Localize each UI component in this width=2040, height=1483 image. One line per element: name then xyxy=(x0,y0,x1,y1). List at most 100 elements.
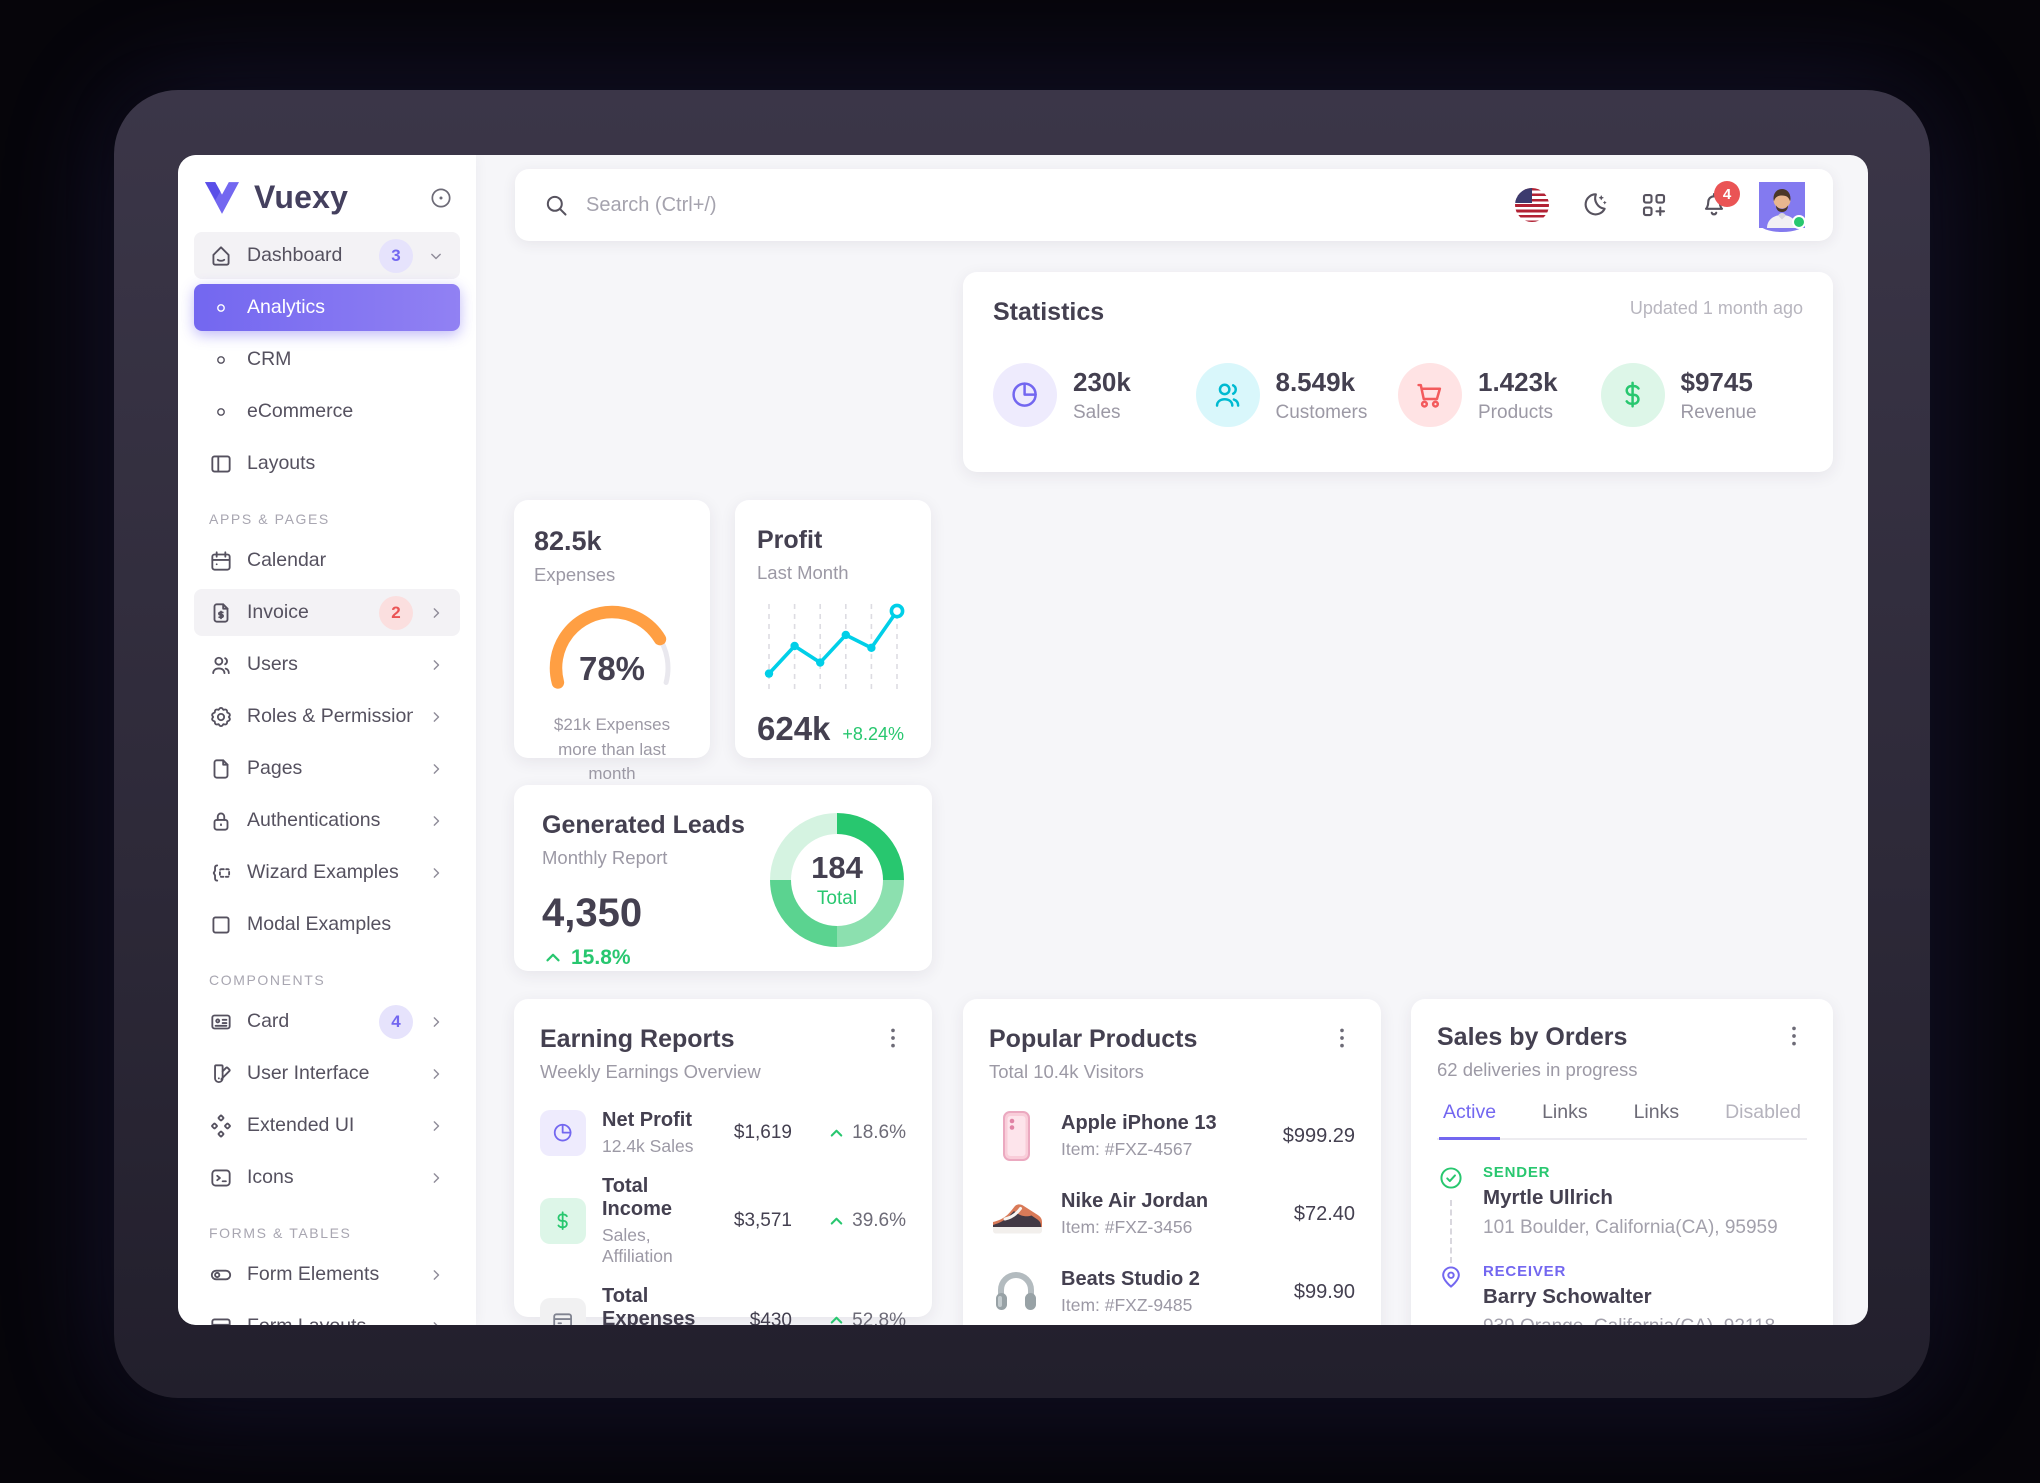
toggle-icon xyxy=(208,1262,234,1288)
chart-pie-icon xyxy=(540,1110,586,1156)
product-row-apple-iphone-13: Apple iPhone 13 Item: #FXZ-4567 $999.29 xyxy=(989,1109,1355,1163)
vuexy-logo-icon xyxy=(205,181,239,214)
formlayout-icon xyxy=(208,1314,234,1325)
sidebar-item-user-interface[interactable]: User Interface xyxy=(194,1050,460,1097)
profit-title: Profit xyxy=(757,526,823,554)
chevron-right-icon xyxy=(426,863,446,883)
earning-row-total-expenses: Total ExpensesADVT, Marketing $430 52.8% xyxy=(540,1285,906,1325)
sidebar-item-analytics[interactable]: Analytics xyxy=(194,284,460,331)
sidebar-item-modal-examples[interactable]: Modal Examples xyxy=(194,901,460,948)
dollar-icon xyxy=(540,1198,586,1244)
statistics-card: Statistics Updated 1 month ago 230k Sales… xyxy=(963,272,1833,472)
stat-sales: 230k Sales xyxy=(993,363,1196,427)
stat-revenue: $9745 Revenue xyxy=(1600,363,1804,427)
leads-value: 4,350 xyxy=(542,891,643,935)
sidebar-item-form-elements[interactable]: Form Elements xyxy=(194,1251,460,1298)
top-bar: 4 xyxy=(515,169,1833,241)
chevron-right-icon xyxy=(426,1168,446,1188)
notifications-bell-icon[interactable]: 4 xyxy=(1699,181,1740,220)
tab-links-1[interactable]: Links xyxy=(1542,1101,1588,1123)
brand[interactable]: Vuexy xyxy=(194,173,460,232)
layout-icon xyxy=(208,451,234,477)
product-row-nike-air-jordan: Nike Air Jordan Item: #FXZ-3456 $72.40 xyxy=(989,1187,1355,1241)
language-flag-icon[interactable] xyxy=(1515,188,1549,222)
earning-row-net-profit: Net Profit 12.4k Sales $1,619 18.6% xyxy=(540,1109,906,1157)
product-rows: Apple iPhone 13 Item: #FXZ-4567 $999.29 N… xyxy=(989,1109,1355,1319)
earning-reports-card: Earning Reports Weekly Earnings Overview… xyxy=(514,999,932,1325)
sidebar-item-crm[interactable]: CRM xyxy=(194,336,460,383)
expenses-card: 82.5k Expenses 78% $21k Expenses more th… xyxy=(514,500,710,783)
sidebar-item-layouts[interactable]: Layouts xyxy=(194,440,460,487)
leads-title: Generated Leads xyxy=(542,811,745,839)
map-pin-icon xyxy=(1437,1263,1465,1291)
product-price: $72.40 xyxy=(1293,1202,1355,1225)
sidebar-item-authentications[interactable]: Authentications xyxy=(194,797,460,844)
idcard-icon xyxy=(208,1009,234,1035)
terminal-icon xyxy=(208,1165,234,1191)
user-avatar[interactable] xyxy=(1759,182,1806,232)
chevron-right-icon xyxy=(426,1012,446,1032)
dot-icon xyxy=(208,295,234,321)
sidebar-item-ecommerce[interactable]: eCommerce xyxy=(194,388,460,435)
chevron-right-icon xyxy=(426,1116,446,1136)
tab-links-2[interactable]: Links xyxy=(1633,1101,1680,1123)
chevron-right-icon xyxy=(426,1064,446,1084)
orders-menu-kebab-icon[interactable] xyxy=(1781,1023,1807,1049)
sidebar-item-form-layouts[interactable]: Form Layouts xyxy=(194,1303,460,1325)
sidebar-item-wizard-examples[interactable]: Wizard Examples xyxy=(194,849,460,896)
tab-active-0[interactable]: Active xyxy=(1439,1101,1501,1140)
products-menu-kebab-icon[interactable] xyxy=(1329,1025,1355,1051)
gear-icon xyxy=(208,704,234,730)
chart-pie-icon xyxy=(993,363,1057,427)
item-badge: 4 xyxy=(379,1004,413,1039)
sidebar-item-icons[interactable]: Icons xyxy=(194,1154,460,1201)
sidebar-item-dashboard[interactable]: Dashboard 3 xyxy=(194,232,460,279)
sidebar-item-users[interactable]: Users xyxy=(194,641,460,688)
earning-rows: Net Profit 12.4k Sales $1,619 18.6% Total… xyxy=(540,1109,906,1325)
sidebar-item-invoice[interactable]: Invoice 2 xyxy=(194,589,460,636)
earning-menu-kebab-icon[interactable] xyxy=(880,1025,906,1051)
trend-up-icon xyxy=(827,1311,846,1325)
chevron-right-icon xyxy=(426,603,446,623)
orders-timeline: SENDER Myrtle Ullrich 101 Boulder, Calif… xyxy=(1437,1164,1807,1325)
product-price: $999.29 xyxy=(1282,1124,1355,1147)
popular-products-card: Popular Products Total 10.4k Visitors Ap… xyxy=(963,999,1381,1325)
sidebar-item-calendar[interactable]: Calendar xyxy=(194,537,460,584)
product-image-shoe xyxy=(989,1187,1043,1241)
item-badge: 3 xyxy=(379,238,413,273)
statistics-items: 230k Sales 8.549k Customers 1.423k Products… xyxy=(993,363,1803,427)
search-input[interactable] xyxy=(586,193,1515,217)
trend-up-icon xyxy=(546,953,560,962)
sidebar-item-pages[interactable]: Pages xyxy=(194,745,460,792)
product-row-beats-studio-2: Beats Studio 2 Item: #FXZ-9485 $99.90 xyxy=(989,1265,1355,1319)
chevron-right-icon xyxy=(426,1317,446,1325)
dark-mode-moon-icon[interactable] xyxy=(1579,190,1609,220)
leads-subtitle: Monthly Report xyxy=(542,847,668,868)
section-heading: FORMS & TABLES xyxy=(209,1225,352,1241)
online-status-dot xyxy=(1792,215,1806,229)
dot-icon xyxy=(208,399,234,425)
cart-icon xyxy=(1398,363,1462,427)
sidebar-item-extended-ui[interactable]: Extended UI xyxy=(194,1102,460,1149)
sidebar-item-roles-permissions[interactable]: Roles & Permissions xyxy=(194,693,460,740)
users-icon xyxy=(1195,363,1260,427)
sidebar-item-card[interactable]: Card 4 xyxy=(194,998,460,1045)
product-price: $99.90 xyxy=(1293,1280,1355,1303)
section-heading: APPS & PAGES xyxy=(209,511,330,527)
device-frame: Vuexy Dashboard 3 Analytics CRM eCommerc… xyxy=(114,90,1930,1398)
chevron-down-icon xyxy=(426,246,446,266)
item-badge: 2 xyxy=(379,595,413,630)
topbar-icons: 4 xyxy=(1515,181,1806,232)
earning-subtitle: Weekly Earnings Overview xyxy=(540,1061,761,1082)
dollar-icon xyxy=(1600,363,1665,427)
tab-disabled-3[interactable]: Disabled xyxy=(1725,1101,1801,1123)
profit-value: 624k xyxy=(757,710,831,747)
sidebar-pin-icon[interactable] xyxy=(428,185,454,211)
shortcuts-grid-icon[interactable] xyxy=(1639,190,1669,220)
chevron-right-icon xyxy=(426,759,446,779)
timeline-entry-sender: SENDER Myrtle Ullrich 101 Boulder, Calif… xyxy=(1437,1164,1807,1239)
stat-customers: 8.549k Customers xyxy=(1195,363,1399,427)
profit-subtitle: Last Month xyxy=(757,562,849,583)
statistics-updated: Updated 1 month ago xyxy=(1629,298,1803,318)
users-icon xyxy=(208,652,234,678)
